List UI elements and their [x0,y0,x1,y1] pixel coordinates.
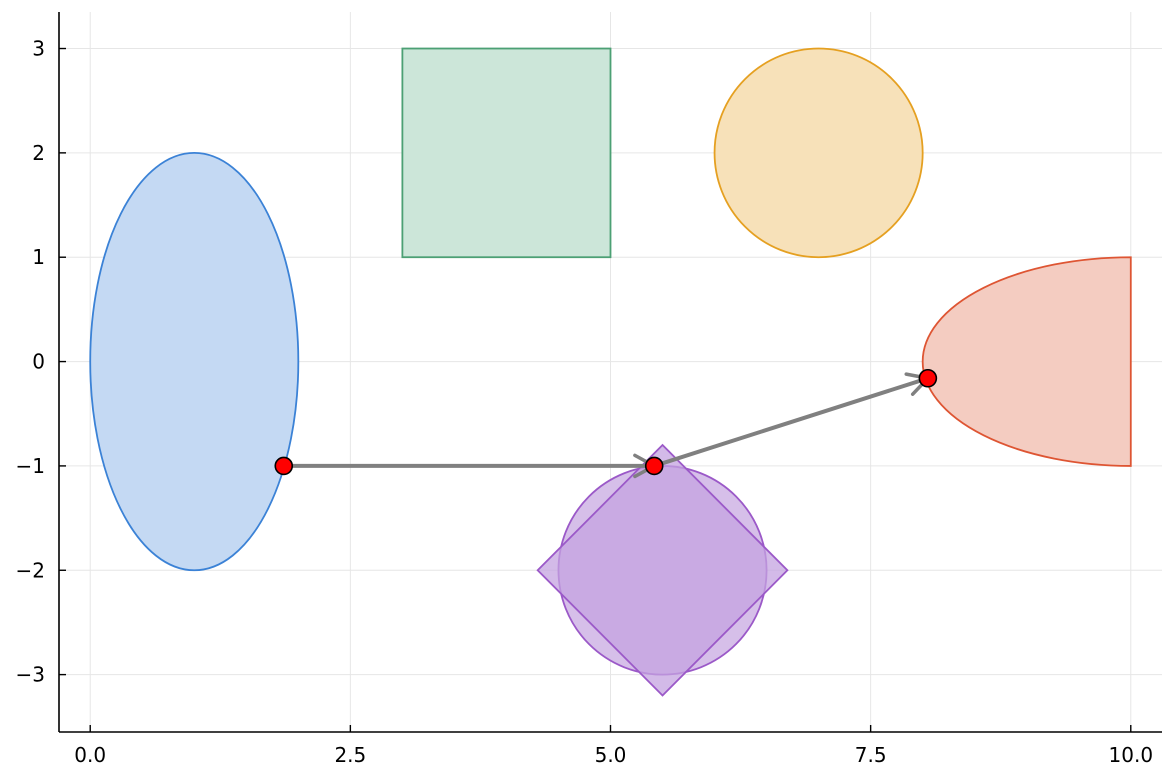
half-ellipse-shape [921,256,1132,467]
ellipse-shape [89,151,300,572]
y-tick-label: 2 [32,141,45,165]
x-tick-label: 7.5 [855,743,887,767]
circle-shape [713,47,924,259]
y-tick-label: −2 [16,558,45,582]
data-point [274,456,294,476]
rectangle-shape [401,47,612,259]
diamond-shape [536,443,789,697]
data-point [644,456,664,476]
data-point [918,368,938,388]
y-tick-label: 3 [32,37,45,61]
y-tick-label: 0 [32,350,45,374]
x-tick-label: 5.0 [595,743,627,767]
y-tick-label: 1 [32,245,45,269]
axes [58,12,1162,733]
x-tick-label: 10.0 [1109,743,1154,767]
points [274,368,938,476]
x-tick-label: 0.0 [74,743,106,767]
y-tick-label: −1 [16,454,45,478]
shapes [89,47,1132,697]
y-tick-label: −3 [16,663,45,687]
arrow-line [652,376,930,468]
tick-labels: 0.0 2.5 5.0 7.5 10.0 −3 −2 −1 0 1 2 3 [16,37,1154,767]
x-tick-label: 2.5 [334,743,366,767]
arrows [281,372,930,479]
